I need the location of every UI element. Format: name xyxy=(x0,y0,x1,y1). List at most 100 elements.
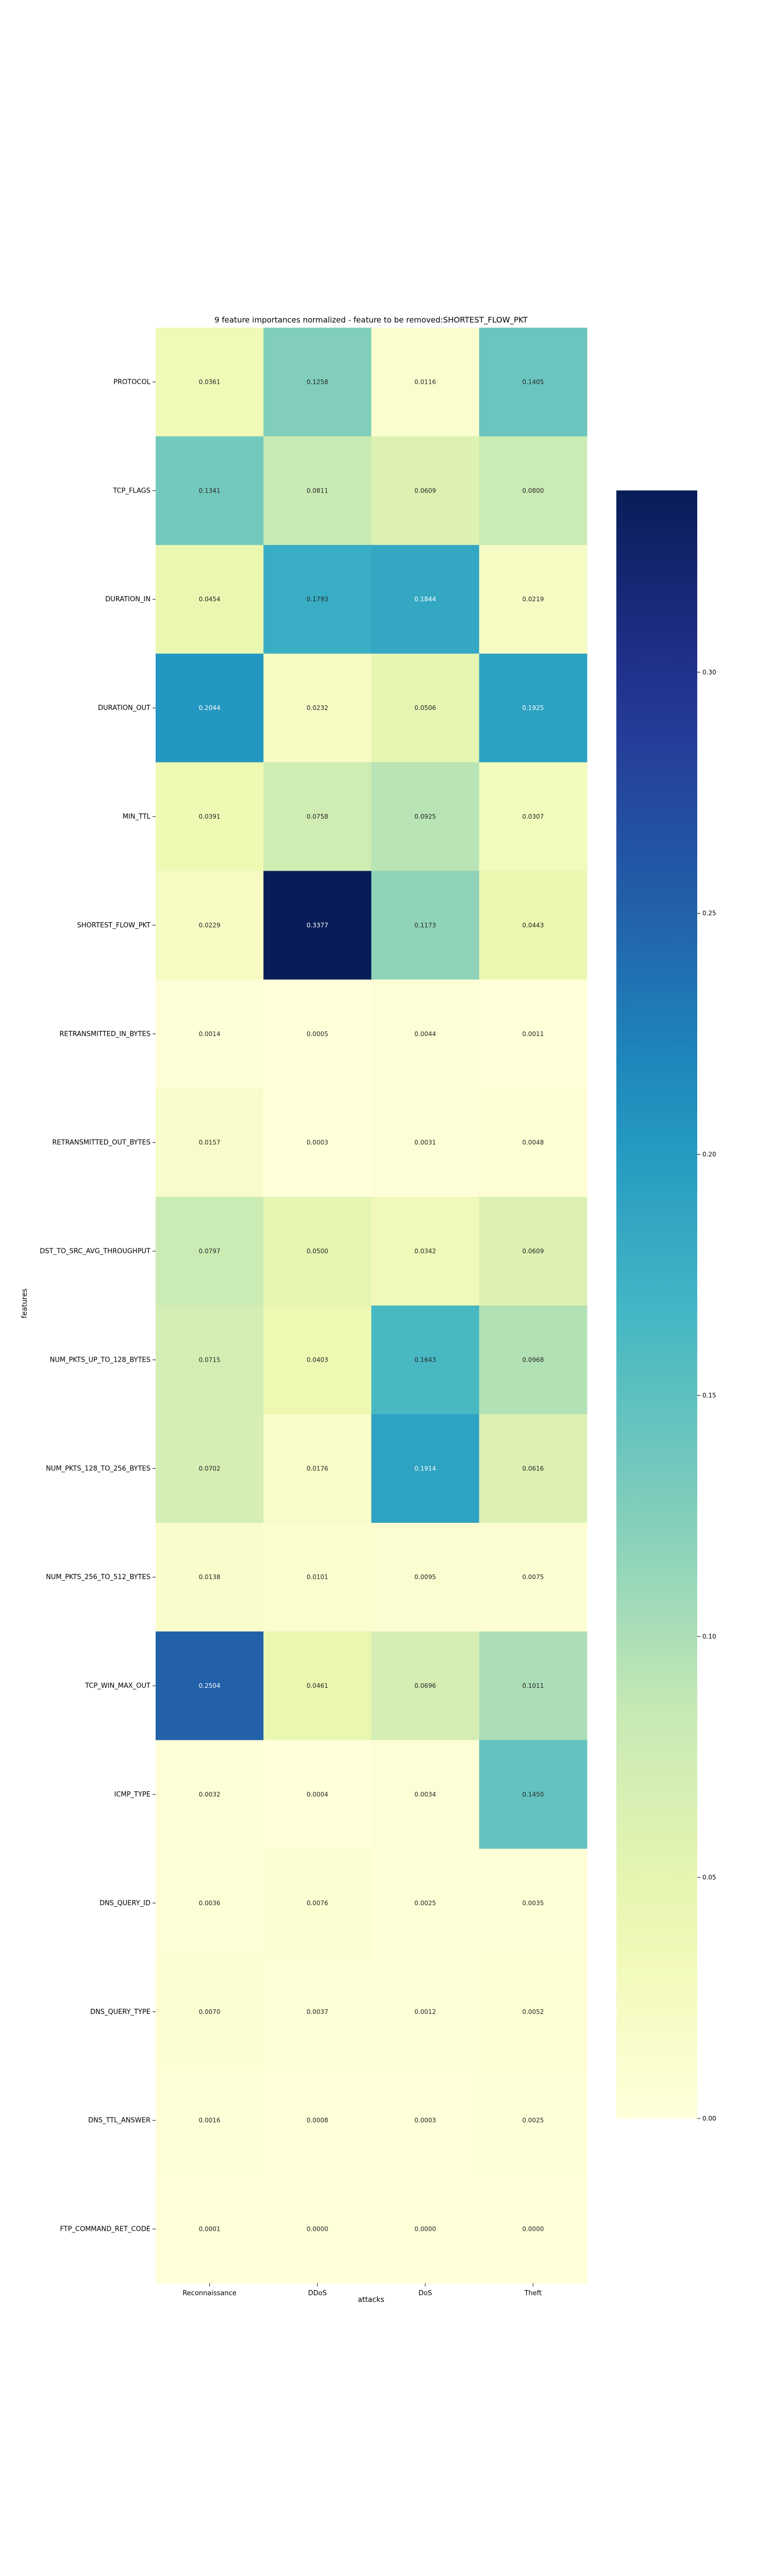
heatmap-cell xyxy=(479,545,587,654)
y-tick-label: MIN_TTL xyxy=(123,813,151,821)
y-tick-label: DST_TO_SRC_AVG_THROUGHPUT xyxy=(40,1248,150,1256)
heatmap-cell xyxy=(156,1088,264,1197)
heatmap-cell xyxy=(371,2175,480,2284)
heatmap-cell xyxy=(371,1849,480,1958)
y-tick-label: DNS_TTL_ANSWER xyxy=(88,2117,150,2125)
colorbar: 0.00 0.05 0.10 0.15 0.20 0.25 0.30 xyxy=(616,490,716,2122)
cell-value-label: 0.0101 xyxy=(307,1573,328,1581)
cell-value-label: 0.0095 xyxy=(414,1573,436,1581)
cell-value-label: 0.0454 xyxy=(199,596,221,603)
heatmap-cell xyxy=(479,1522,587,1632)
heatmap-cell xyxy=(263,1522,372,1632)
heatmap-cell xyxy=(156,2175,264,2284)
chart-title: 9 feature importances normalized - featu… xyxy=(214,315,528,325)
cell-value-label: 0.0811 xyxy=(307,487,328,494)
heatmap-cell xyxy=(263,2175,372,2284)
heatmap-cell xyxy=(156,1414,264,1523)
y-tick-label: TCP_WIN_MAX_OUT xyxy=(85,1682,150,1690)
heatmap-cell xyxy=(263,2066,372,2175)
cell-value-label: 0.0032 xyxy=(199,1791,221,1798)
x-tick-label: Theft xyxy=(524,2290,542,2297)
heatmap-cell xyxy=(371,436,480,546)
cell-value-label: 0.0403 xyxy=(307,1356,328,1363)
heatmap-cells: 0.0361 0.1258 0.0116 0.1405 0.1341 0.0811 0.06… xyxy=(156,328,587,2284)
cell-value-label: 0.0003 xyxy=(414,2117,436,2124)
heatmap-cell xyxy=(371,653,480,763)
cell-value-label: 0.0048 xyxy=(522,1139,544,1146)
heatmap-cell xyxy=(479,1414,587,1523)
cell-value-label: 0.0005 xyxy=(307,1030,328,1038)
cell-value-label: 0.0797 xyxy=(199,1248,221,1255)
heatmap-cell xyxy=(371,1631,480,1741)
cell-value-label: 0.1405 xyxy=(522,378,544,385)
y-tick-label: TCP_FLAGS xyxy=(112,487,150,495)
heatmap-cell xyxy=(371,328,480,437)
heatmap-cell xyxy=(479,1740,587,1849)
cell-value-label: 0.0361 xyxy=(199,378,221,385)
y-tick-label: FTP_COMMAND_RET_CODE xyxy=(60,2226,150,2233)
colorbar-tick-label: 0.15 xyxy=(702,1392,716,1399)
cell-value-label: 0.1914 xyxy=(414,1465,436,1472)
y-tick-label: NUM_PKTS_128_TO_256_BYTES xyxy=(46,1465,150,1472)
heatmap-cell xyxy=(263,871,372,980)
y-tick-label: PROTOCOL xyxy=(113,378,151,386)
heatmap-cell xyxy=(371,1306,480,1415)
y-tick-label: RETRANSMITTED_IN_BYTES xyxy=(59,1030,150,1038)
cell-value-label: 0.0443 xyxy=(522,922,544,929)
colorbar-tick-label: 0.20 xyxy=(702,1151,716,1158)
cell-value-label: 0.1450 xyxy=(522,1791,544,1798)
cell-value-label: 0.0138 xyxy=(199,1573,221,1581)
heatmap-cell xyxy=(479,871,587,980)
cell-value-label: 0.0025 xyxy=(414,1900,436,1907)
x-tick-label: DoS xyxy=(418,2290,432,2297)
heatmap-cell xyxy=(479,1631,587,1741)
cell-value-label: 0.0229 xyxy=(199,922,221,929)
heatmap-cell xyxy=(263,436,372,546)
cell-value-label: 0.0232 xyxy=(307,704,328,711)
heatmap-cell xyxy=(371,762,480,871)
heatmap-cell xyxy=(263,328,372,437)
heatmap-cell xyxy=(479,436,587,546)
heatmap-cell xyxy=(371,1957,480,2066)
cell-value-label: 0.1173 xyxy=(414,922,436,929)
y-tick-label: DNS_QUERY_TYPE xyxy=(90,2008,150,2016)
cell-value-label: 0.0012 xyxy=(414,2008,436,2015)
cell-value-label: 0.1011 xyxy=(522,1682,544,1689)
cell-value-label: 0.0075 xyxy=(522,1573,544,1581)
heatmap-cell xyxy=(479,2066,587,2175)
heatmap-cell xyxy=(156,1197,264,1306)
heatmap-cell xyxy=(479,979,587,1089)
cell-value-label: 0.0076 xyxy=(307,1900,328,1907)
x-axis-label: attacks xyxy=(358,2296,384,2304)
cell-value-label: 0.0758 xyxy=(307,813,328,820)
heatmap-cell xyxy=(156,1740,264,1849)
y-tick-label: RETRANSMITTED_OUT_BYTES xyxy=(52,1139,150,1147)
heatmap-cell xyxy=(263,1740,372,1849)
heatmap-cell xyxy=(263,1414,372,1523)
heatmap-cell xyxy=(479,328,587,437)
y-tick-label: DURATION_IN xyxy=(105,596,150,603)
heatmap-cell xyxy=(371,545,480,654)
heatmap-cell xyxy=(156,979,264,1089)
heatmap-cell xyxy=(371,1197,480,1306)
heatmap-cell xyxy=(156,328,264,437)
cell-value-label: 0.0925 xyxy=(414,813,436,820)
colorbar-tick-label: 0.00 xyxy=(702,2115,716,2122)
cell-value-label: 0.0034 xyxy=(414,1791,436,1798)
heatmap-cell xyxy=(479,762,587,871)
cell-value-label: 0.0016 xyxy=(199,2117,221,2124)
x-tick-label: Reconnaissance xyxy=(182,2290,237,2297)
cell-value-label: 0.0000 xyxy=(307,2226,328,2233)
cell-value-label: 0.0307 xyxy=(522,813,544,820)
cell-value-label: 0.0035 xyxy=(522,1900,544,1907)
heatmap-cell xyxy=(263,979,372,1089)
y-tick-label: NUM_PKTS_256_TO_512_BYTES xyxy=(46,1573,150,1581)
cell-value-label: 0.0000 xyxy=(522,2226,544,2233)
heatmap-cell xyxy=(263,545,372,654)
x-tick-labels: Reconnaissance DDoS DoS Theft xyxy=(182,2283,542,2297)
colorbar-tick-label: 0.25 xyxy=(702,910,716,917)
cell-value-label: 0.0157 xyxy=(199,1139,221,1146)
heatmap-cell xyxy=(156,545,264,654)
heatmap-cell xyxy=(479,1849,587,1958)
